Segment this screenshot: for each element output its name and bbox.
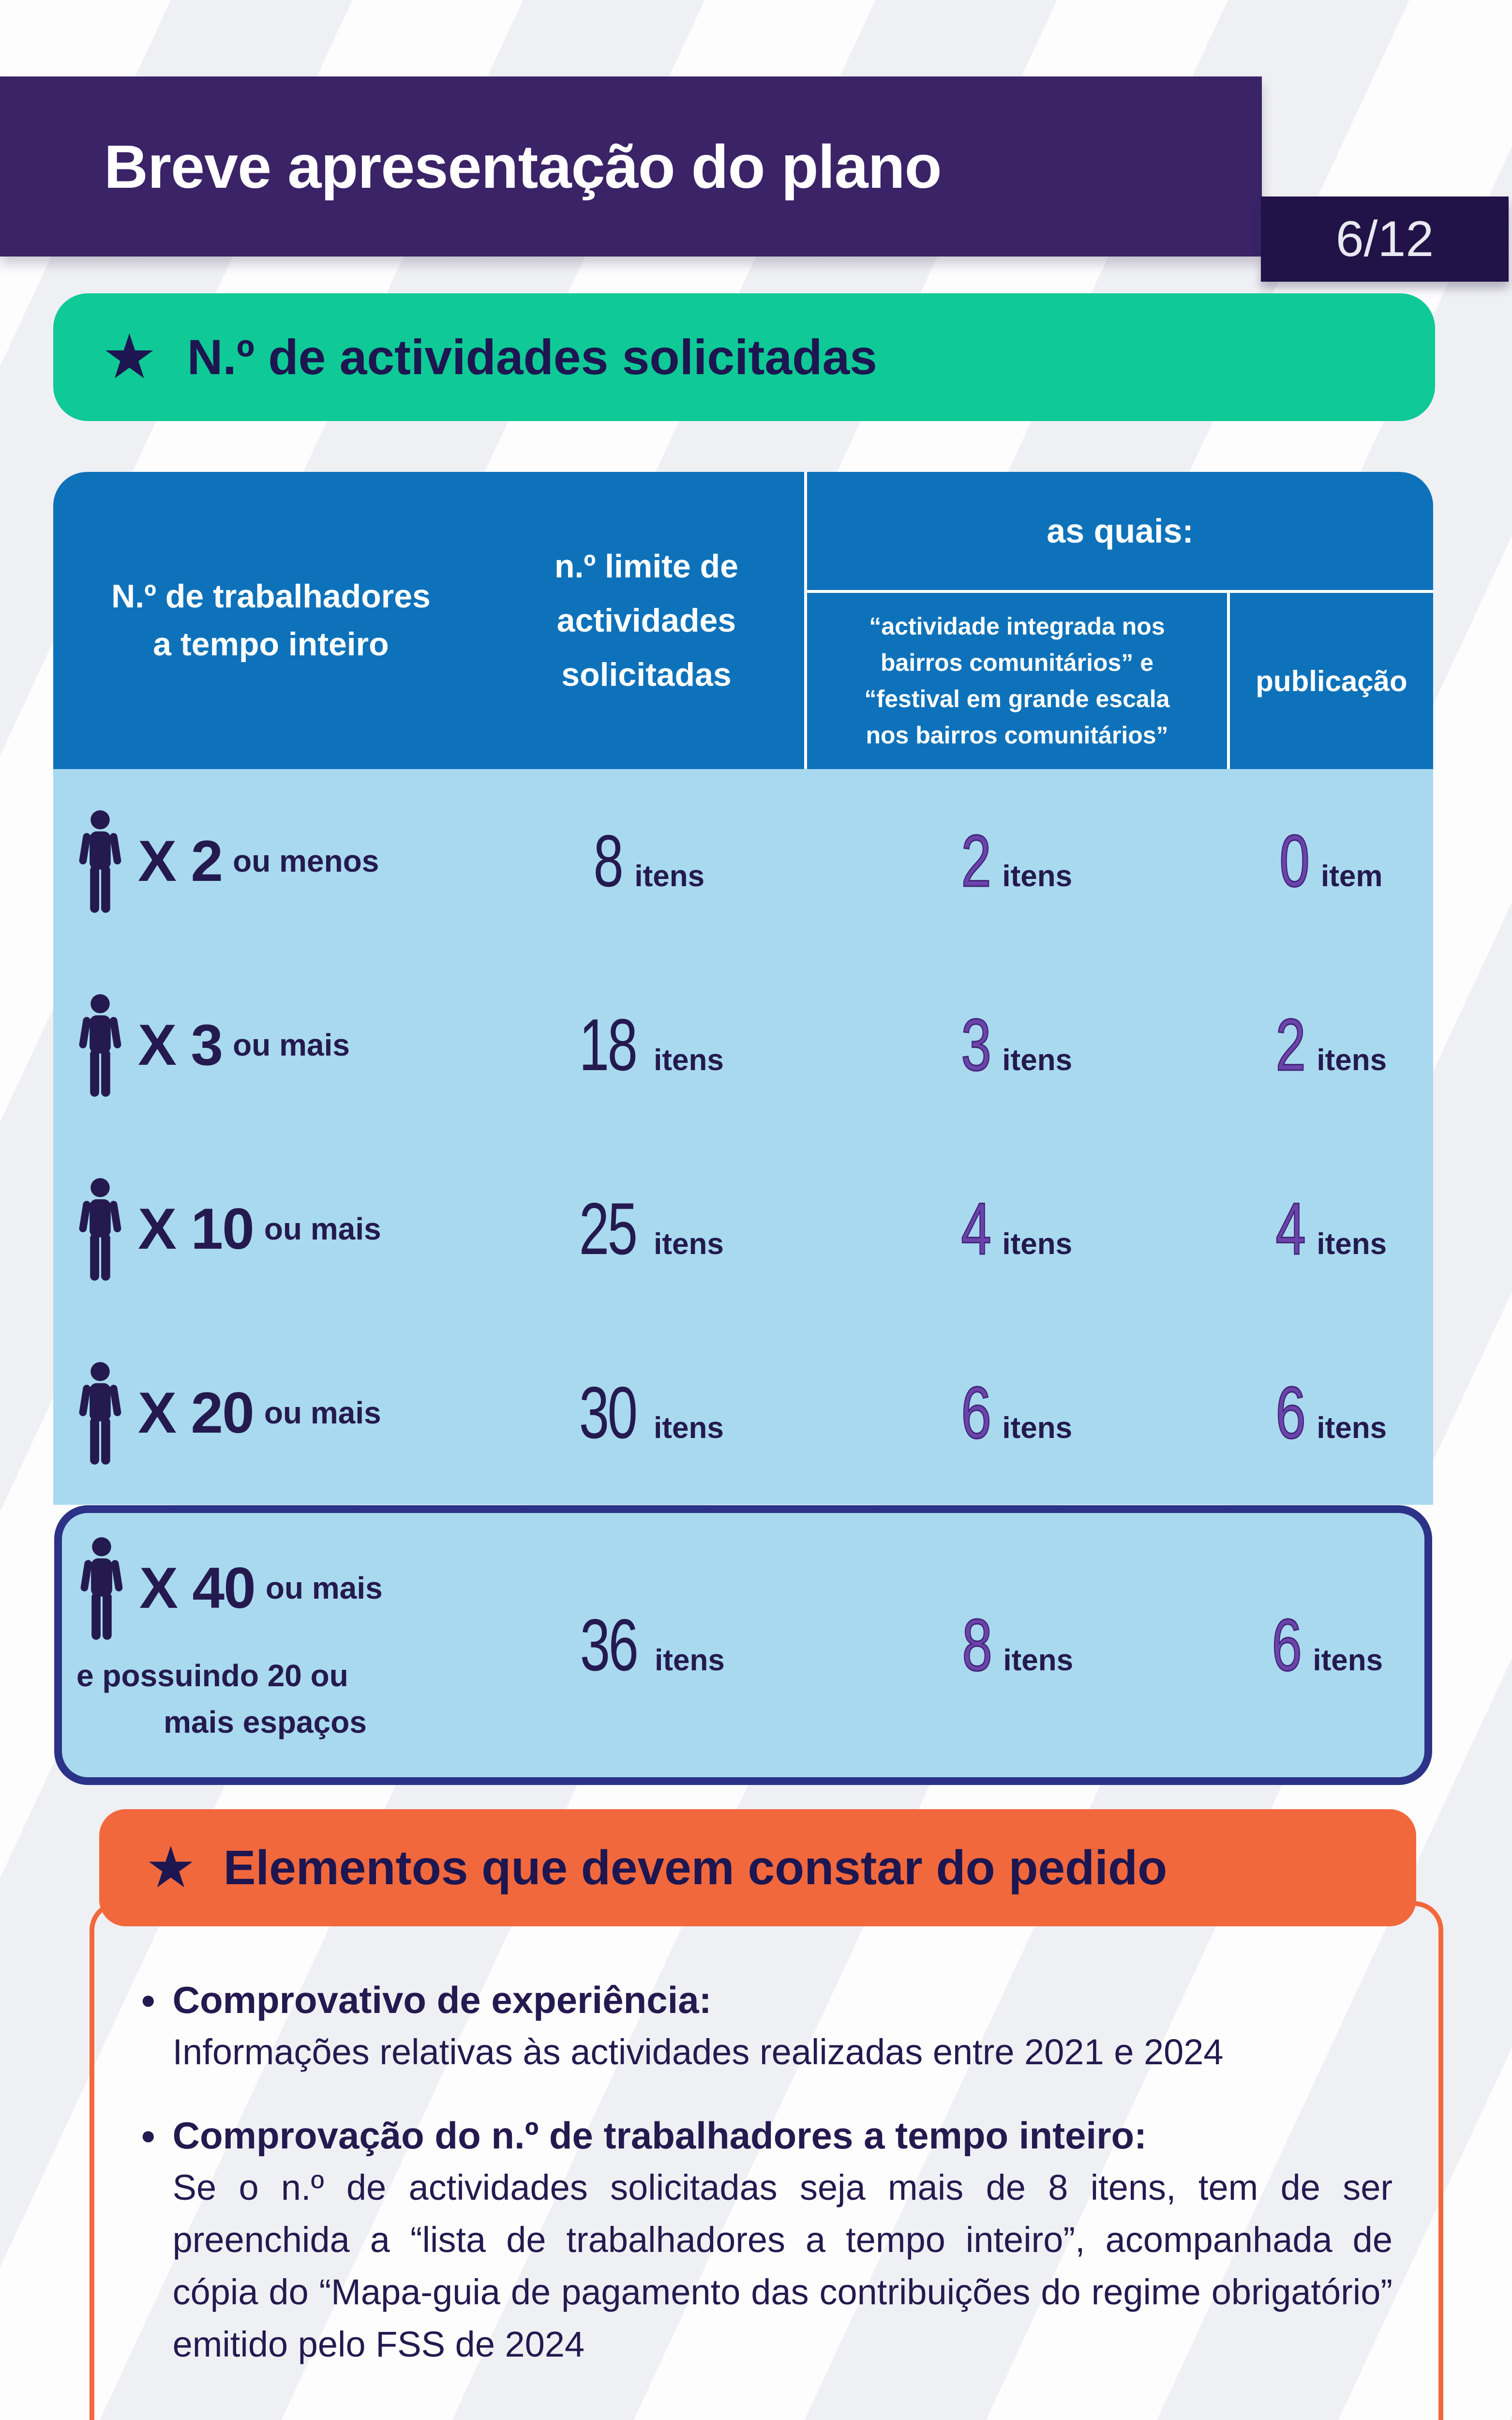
page-number-badge: 6/12 [1261,197,1509,282]
publication-cell: 4 itens [1275,1187,1387,1270]
limit-cell: 30 itens [579,1371,724,1454]
worker-icon [78,994,122,1097]
table-row: X 2 ou menos 8 itens 2 itens 0 item [53,769,1433,953]
section-elements-banner: ★ Elementos que devem constar do pedido [99,1809,1416,1926]
workers-note: e possuindo 20 ou mais espaços [76,1658,367,1739]
col-header-limit: n.º limite de actividades solicitadas [554,547,738,694]
highlight-row: X 40 ou mais e possuindo 20 ou mais espa… [54,1505,1432,1785]
worker-icon [78,1362,122,1465]
bullet-body: Se o n.º de actividades solicitadas seja… [172,2167,1392,2364]
col-header-as-quais: as quais: [807,472,1433,593]
workers-cell: X 3 ou mais [53,993,489,1097]
workers-cell: X 20 ou mais [53,1361,489,1465]
worker-icon [78,1178,122,1281]
col-header-workers: N.º de trabalhadores a tempo inteiro [111,578,431,663]
list-item: ● Comprovativo de experiência: Informaçõ… [140,1974,1392,2078]
publication-cell: 0 item [1279,819,1383,903]
limit-cell: 18 itens [579,1003,724,1086]
page-title: Breve apresentação do plano [104,132,942,201]
bullet-body: Informações relativas às actividades rea… [172,2032,1224,2072]
list-item: ● Comprovação do n.º de trabalhadores a … [140,2109,1392,2371]
community-cell: 2 itens [960,819,1073,903]
section-activities-banner: ★ N.º de actividades solicitadas [53,293,1435,421]
bullet-icon: ● [140,1985,156,2014]
publication-cell: 6 itens [1275,1371,1387,1454]
table-row: X 10 ou mais 25 itens 4 itens 4 itens [53,1137,1433,1321]
col-header-group: as quais: “actividade integrada nos bair… [804,472,1433,769]
community-cell: 6 itens [960,1371,1073,1454]
star-icon: ★ [102,322,157,392]
bullet-icon: ● [140,2121,156,2150]
col-header-community: “actividade integrada nos bairros comuni… [864,613,1170,749]
star-icon: ★ [145,1836,196,1900]
section-activities-title: N.º de actividades solicitadas [187,329,877,385]
col-header-publication: publicação [1227,593,1433,769]
activities-table: N.º de trabalhadores a tempo inteiro n.º… [53,472,1433,1505]
table-row: X 20 ou mais 30 itens 6 itens 6 itens [53,1321,1433,1505]
publication-cell: 2 itens [1275,1003,1387,1087]
workers-cell: X 2 ou menos [53,809,489,913]
table-body: X 2 ou menos 8 itens 2 itens 0 item X 3 ou … [53,769,1433,1505]
workers-cell: X 10 ou mais [53,1177,489,1281]
limit-cell: 36 itens [580,1603,725,1686]
table-header: N.º de trabalhadores a tempo inteiro n.º… [53,472,1433,769]
elements-list-box: ● Comprovativo de experiência: Informaçõ… [90,1901,1443,2420]
worker-icon [80,1537,123,1640]
bullet-title: Comprovativo de experiência: [172,1979,712,2021]
limit-cell: 25 itens [579,1187,724,1270]
header-band: Breve apresentação do plano [0,76,1262,257]
section-elements-title: Elementos que devem constar do pedido [223,1840,1168,1895]
bullet-title: Comprovação do n.º de trabalhadores a te… [172,2114,1147,2157]
page-number: 6/12 [1335,211,1434,267]
worker-icon [78,810,122,913]
community-cell: 8 itens [961,1603,1074,1687]
community-cell: 4 itens [960,1187,1073,1270]
workers-cell: X 40 ou mais e possuindo 20 ou mais espa… [62,1513,490,1777]
limit-cell: 8 itens [593,819,705,902]
community-cell: 3 itens [960,1003,1073,1087]
table-row: X 3 ou mais 18 itens 3 itens 2 itens [53,953,1433,1137]
publication-cell: 6 itens [1271,1603,1383,1687]
